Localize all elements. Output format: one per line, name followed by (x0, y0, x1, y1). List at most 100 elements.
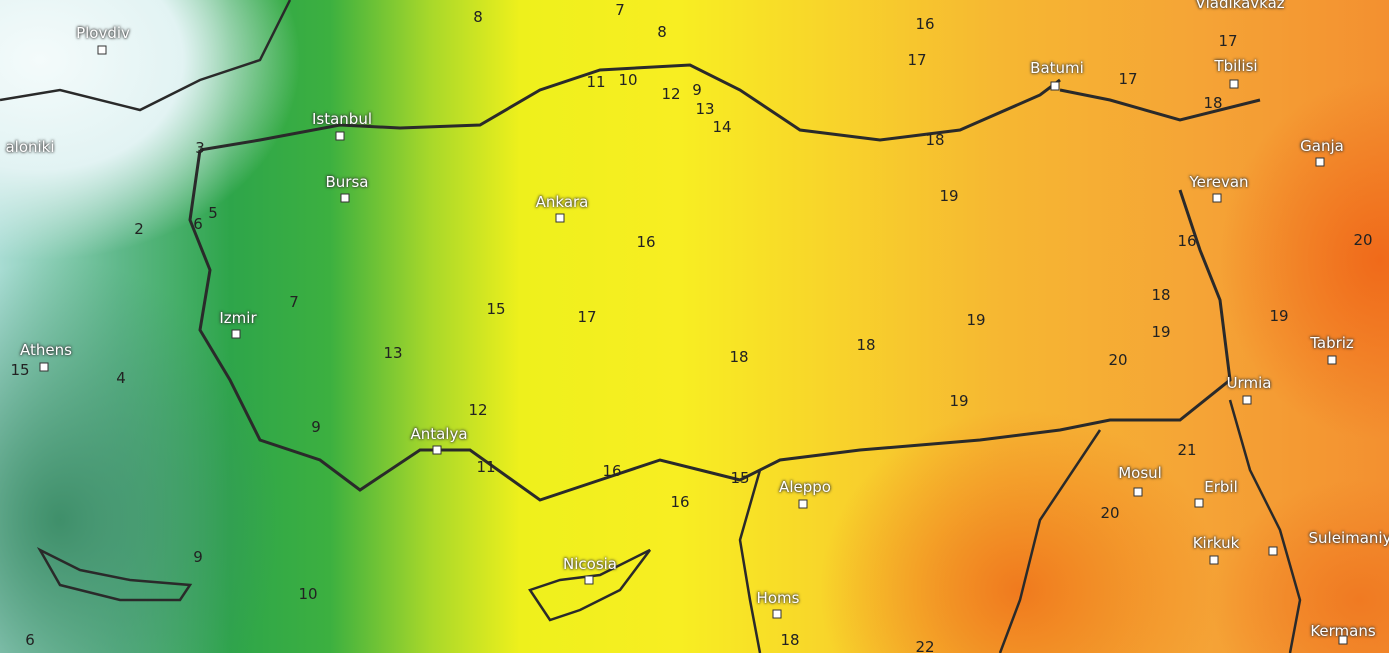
turkey-coastline (188, 63, 1261, 502)
city-label-suleimaniy: Suleimaniy (1308, 529, 1389, 547)
city-label-kermans: Kermans (1310, 622, 1376, 640)
city-marker (97, 45, 107, 55)
city-label-ankara: Ankara (535, 193, 589, 211)
city-marker (798, 499, 808, 509)
temperature-label: 13 (695, 100, 715, 118)
greece-border (0, 0, 292, 112)
temperature-label: 20 (1353, 231, 1373, 249)
temperature-label: 19 (1151, 323, 1171, 341)
temperature-label: 9 (193, 548, 203, 566)
temperature-label: 18 (1151, 286, 1171, 304)
temperature-label: 18 (1203, 94, 1223, 112)
city-marker (432, 445, 442, 455)
temperature-label: 6 (193, 215, 203, 233)
temperature-label: 20 (1108, 351, 1128, 369)
city-label-tabriz: Tabriz (1310, 334, 1354, 352)
temperature-label: 18 (729, 348, 749, 366)
city-label-batumi: Batumi (1030, 59, 1084, 77)
city-label-vladikavkaz: Vladikavkaz (1195, 0, 1285, 12)
temperature-label: 8 (473, 8, 483, 26)
temperature-label: 9 (311, 418, 321, 436)
iraq-iran-border (1228, 399, 1302, 653)
city-label-athens: Athens (20, 341, 72, 359)
city-label-nicosia: Nicosia (563, 555, 617, 573)
city-label-homs: Homs (756, 589, 800, 607)
city-label-yerevan: Yerevan (1189, 173, 1249, 191)
temperature-label: 18 (856, 336, 876, 354)
city-marker (1133, 487, 1143, 497)
temperature-label: 16 (915, 15, 935, 33)
city-label-urmia: Urmia (1226, 374, 1272, 392)
temperature-label: 11 (476, 458, 496, 476)
city-marker (1212, 193, 1222, 203)
temperature-label: 19 (939, 187, 959, 205)
city-label-antalya: Antalya (410, 425, 468, 443)
city-marker (1050, 81, 1060, 91)
temperature-label: 17 (1118, 70, 1138, 88)
temperature-label: 16 (1177, 232, 1197, 250)
temperature-label: 7 (615, 1, 625, 19)
city-marker (1327, 355, 1337, 365)
temperature-label: 21 (1177, 441, 1197, 459)
temperature-label: 17 (1218, 32, 1238, 50)
city-label-kirkuk: Kirkuk (1192, 534, 1240, 552)
temperature-label: 18 (925, 131, 945, 149)
temperature-label: 19 (966, 311, 986, 329)
temperature-label: 15 (10, 361, 30, 379)
temperature-label: 11 (586, 73, 606, 91)
temperature-label: 9 (692, 81, 702, 99)
temperature-label: 6 (25, 631, 35, 649)
city-marker (772, 609, 782, 619)
temperature-label: 10 (618, 71, 638, 89)
city-marker (231, 329, 241, 339)
city-marker (1268, 546, 1278, 556)
temperature-label: 14 (712, 118, 732, 136)
city-label-aloniki: aloniki (5, 138, 55, 156)
temperature-label: 16 (636, 233, 656, 251)
temperature-label: 16 (670, 493, 690, 511)
temperature-label: 19 (1269, 307, 1289, 325)
temperature-label: 15 (486, 300, 506, 318)
temperature-label: 2 (134, 220, 144, 238)
city-marker (1194, 498, 1204, 508)
temperature-label: 4 (116, 369, 126, 387)
city-marker (584, 575, 594, 585)
temperature-label: 20 (1100, 504, 1120, 522)
syria-border (738, 429, 1102, 653)
city-label-erbil: Erbil (1204, 478, 1238, 496)
city-marker (335, 131, 345, 141)
city-marker (1229, 79, 1239, 89)
city-label-aleppo: Aleppo (779, 478, 831, 496)
city-label-izmir: Izmir (219, 309, 257, 327)
city-marker (1315, 157, 1325, 167)
city-label-plovdiv: Plovdiv (76, 24, 130, 42)
temperature-label: 10 (298, 585, 318, 603)
temperature-label: 15 (730, 469, 750, 487)
city-marker (555, 213, 565, 223)
crete (36, 547, 193, 602)
city-label-mosul: Mosul (1118, 464, 1162, 482)
temperature-label: 8 (657, 23, 667, 41)
temperature-label: 17 (907, 51, 927, 69)
temperature-label: 17 (577, 308, 597, 326)
city-marker (39, 362, 49, 372)
temperature-label: 18 (780, 631, 800, 649)
city-marker (1242, 395, 1252, 405)
temperature-label: 5 (208, 204, 218, 222)
temperature-label: 12 (468, 401, 488, 419)
city-label-bursa: Bursa (325, 173, 369, 191)
city-label-ganja: Ganja (1300, 137, 1344, 155)
temperature-label: 16 (602, 462, 622, 480)
city-marker (1209, 555, 1219, 565)
temperature-label: 12 (661, 85, 681, 103)
city-label-tbilisi: Tbilisi (1214, 57, 1258, 75)
city-label-istanbul: Istanbul (311, 110, 373, 128)
temperature-label: 19 (949, 392, 969, 410)
city-marker (1338, 635, 1348, 645)
temperature-label: 3 (195, 139, 205, 157)
cyprus (528, 548, 651, 622)
temperature-label: 22 (915, 638, 935, 656)
temperature-label: 13 (383, 344, 403, 362)
